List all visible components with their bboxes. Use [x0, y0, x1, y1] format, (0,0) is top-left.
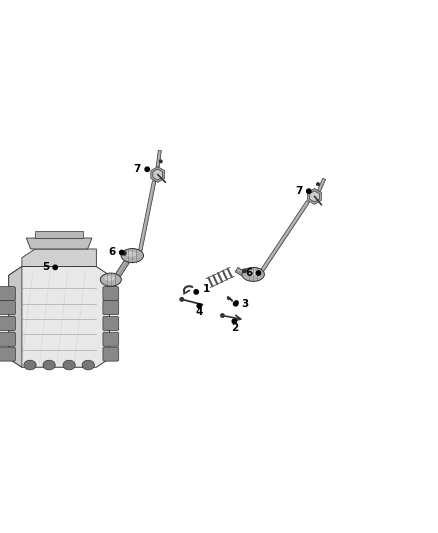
Polygon shape	[307, 189, 321, 204]
FancyBboxPatch shape	[103, 317, 119, 330]
FancyBboxPatch shape	[0, 347, 15, 361]
Circle shape	[256, 271, 261, 275]
Circle shape	[197, 304, 201, 308]
Polygon shape	[22, 249, 96, 266]
Polygon shape	[310, 191, 319, 202]
Circle shape	[123, 252, 126, 255]
Polygon shape	[318, 179, 324, 191]
Ellipse shape	[242, 268, 265, 281]
Circle shape	[243, 269, 246, 273]
Circle shape	[194, 290, 198, 294]
Circle shape	[235, 301, 238, 304]
Ellipse shape	[121, 248, 144, 263]
FancyBboxPatch shape	[103, 287, 119, 301]
Polygon shape	[9, 266, 110, 367]
FancyBboxPatch shape	[0, 317, 15, 330]
FancyBboxPatch shape	[103, 301, 119, 314]
Polygon shape	[117, 260, 127, 276]
Text: 7: 7	[134, 164, 141, 174]
Circle shape	[145, 167, 149, 172]
Circle shape	[307, 189, 311, 193]
Polygon shape	[115, 259, 130, 278]
Circle shape	[180, 297, 184, 301]
FancyBboxPatch shape	[0, 301, 15, 314]
Polygon shape	[139, 181, 154, 251]
Text: 3: 3	[242, 298, 249, 309]
Ellipse shape	[82, 360, 95, 370]
Circle shape	[317, 183, 319, 185]
Text: 4: 4	[196, 307, 203, 317]
Ellipse shape	[246, 270, 258, 276]
Polygon shape	[153, 169, 162, 180]
Polygon shape	[35, 231, 83, 238]
Ellipse shape	[63, 360, 75, 370]
Polygon shape	[151, 167, 165, 182]
Ellipse shape	[104, 276, 115, 281]
Circle shape	[221, 314, 224, 317]
Polygon shape	[235, 268, 246, 277]
Text: 6: 6	[245, 268, 252, 278]
Text: 2: 2	[231, 323, 238, 333]
FancyBboxPatch shape	[0, 332, 15, 346]
Polygon shape	[156, 150, 161, 167]
Circle shape	[120, 251, 124, 255]
Circle shape	[233, 302, 238, 306]
FancyBboxPatch shape	[0, 287, 15, 301]
Circle shape	[232, 319, 237, 324]
Polygon shape	[138, 181, 156, 252]
Text: 6: 6	[108, 247, 116, 257]
Circle shape	[159, 160, 162, 163]
Polygon shape	[237, 269, 245, 274]
Text: 5: 5	[42, 262, 49, 272]
Polygon shape	[261, 201, 309, 272]
Ellipse shape	[24, 360, 36, 370]
Ellipse shape	[43, 360, 55, 370]
Polygon shape	[318, 179, 325, 192]
Polygon shape	[9, 266, 22, 367]
Ellipse shape	[100, 273, 121, 286]
Polygon shape	[26, 238, 92, 249]
Ellipse shape	[125, 252, 137, 257]
FancyBboxPatch shape	[103, 332, 119, 346]
Circle shape	[53, 265, 57, 270]
Polygon shape	[157, 150, 159, 167]
Text: 7: 7	[295, 186, 303, 196]
Text: 1: 1	[202, 284, 210, 294]
FancyBboxPatch shape	[103, 347, 119, 361]
Polygon shape	[261, 201, 308, 271]
